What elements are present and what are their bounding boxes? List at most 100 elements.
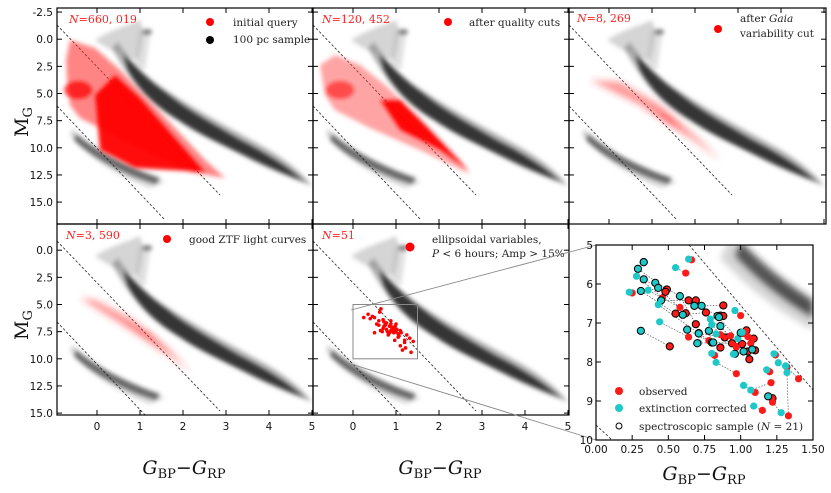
y-tick-label: -2.5	[33, 7, 54, 19]
x-axis-label-left: GBP−GRP	[142, 457, 225, 482]
extinction-corrected-point	[633, 273, 640, 280]
extinction-corrected-point	[775, 359, 782, 366]
data-point	[389, 319, 393, 323]
extinction-corrected-point	[717, 323, 724, 330]
extinction-corrected-point	[694, 340, 701, 347]
legend-label-gaia-cut-line2: variability cut	[739, 28, 815, 40]
extinction-corrected-point	[739, 329, 746, 336]
x-axis-label-inset: GBP−GRP	[662, 463, 745, 488]
y-tick-label: 10.0	[30, 354, 53, 366]
extinction-corrected-point	[770, 350, 777, 357]
extinction-corrected-point	[672, 264, 679, 271]
extinction-corrected-point	[712, 359, 719, 366]
legend-label-100pc: 100 pc sample	[233, 34, 310, 46]
data-point	[383, 323, 387, 327]
observed-point	[795, 375, 802, 382]
x-tick-label: 3	[223, 421, 230, 433]
observed-point	[682, 269, 689, 276]
legend-marker-ellipsoidal	[406, 243, 415, 252]
x-tick-label: 1.25	[765, 444, 788, 456]
extinction-corrected-point	[691, 302, 698, 309]
cmd-100pc-sample	[569, 20, 824, 220]
data-point	[373, 331, 377, 335]
data-point	[381, 327, 385, 331]
extinction-corrected-point	[644, 287, 651, 294]
panel-after-quality-cuts: N=120, 452 after quality cuts	[313, 8, 569, 224]
legend-label-ellipsoidal: ellipsoidal variables,	[432, 234, 542, 246]
legend-label-quality-cuts: after quality cuts	[469, 17, 560, 29]
x-tick-label: 5	[309, 421, 316, 433]
data-point	[377, 323, 381, 327]
x-axis-label-middle: GBP−GRP	[398, 457, 481, 482]
data-point	[401, 348, 405, 352]
y-tick-label: 10.0	[30, 143, 53, 155]
observed-point	[685, 333, 692, 340]
data-point	[399, 331, 403, 335]
extinction-corrected-point	[708, 321, 715, 328]
legend-label-observed: observed	[639, 386, 688, 398]
x-tick-label: 1.00	[729, 444, 752, 456]
observed-point	[737, 312, 744, 319]
extinction-corrected-point	[712, 330, 719, 337]
legend-label-extinction-corrected: extinction corrected	[639, 403, 747, 415]
extinction-corrected-point	[640, 276, 647, 283]
extinction-corrected-point	[705, 327, 712, 334]
data-point	[409, 350, 413, 354]
y-tick-label: 7.5	[36, 327, 53, 339]
extinction-corrected-point	[749, 346, 756, 353]
data-point	[380, 330, 384, 334]
extinction-corrected-point	[640, 259, 647, 266]
x-tick-label: 0	[94, 421, 101, 433]
legend-marker-gaia-cut	[714, 25, 722, 33]
x-tick-label: 0.75	[693, 444, 716, 456]
data-point	[382, 320, 386, 324]
observed-point	[692, 321, 699, 328]
observed-point	[746, 356, 753, 363]
data-point	[408, 336, 412, 340]
extinction-corrected-point	[763, 366, 770, 373]
data-point	[395, 328, 399, 332]
observed-point	[785, 412, 792, 419]
observed-point	[676, 304, 683, 311]
x-tick-label: 1.50	[801, 444, 824, 456]
extinction-corrected-point	[637, 327, 644, 334]
cmd-100pc-sample	[313, 236, 568, 436]
legend-marker-observed	[615, 387, 623, 395]
data-point	[405, 333, 409, 337]
extinction-corrected-point	[695, 330, 702, 337]
data-point	[379, 307, 383, 311]
y-axis-label-bottom: MG	[11, 310, 36, 340]
observed-point	[720, 302, 727, 309]
extinction-corrected-point	[679, 311, 686, 318]
data-point	[362, 316, 366, 320]
data-point	[403, 339, 407, 343]
data-point	[377, 319, 381, 323]
y-tick-label: 15.0	[30, 197, 53, 209]
y-tick-label: 15.0	[30, 408, 53, 420]
legend-marker-100pc	[206, 36, 214, 44]
extinction-corrected-point	[684, 326, 691, 333]
x-tick-label: 1	[393, 421, 400, 433]
observed-point	[733, 344, 740, 351]
extinction-corrected-point	[634, 265, 641, 272]
count-annotation: N=660, 019	[68, 13, 137, 26]
data-point	[373, 316, 377, 320]
data-point	[392, 331, 396, 335]
extinction-corrected-point	[710, 339, 717, 346]
y-tick-label: 8	[586, 357, 593, 369]
extinction-corrected-point	[708, 350, 715, 357]
count-annotation: N=8, 269	[576, 12, 631, 25]
y-tick-label: 12.5	[30, 381, 53, 393]
data-point	[389, 329, 393, 333]
observed-point	[727, 332, 734, 339]
legend-label-ztf: good ZTF light curves	[189, 234, 306, 246]
y-tick-label: 6	[586, 279, 593, 291]
x-tick-label: 0.50	[657, 444, 680, 456]
extinction-corrected-point	[778, 409, 785, 416]
count-annotation: N=120, 452	[321, 13, 390, 26]
y-tick-label: 2.5	[36, 61, 53, 73]
data-point	[386, 333, 390, 337]
extinction-corrected-point	[655, 301, 662, 308]
